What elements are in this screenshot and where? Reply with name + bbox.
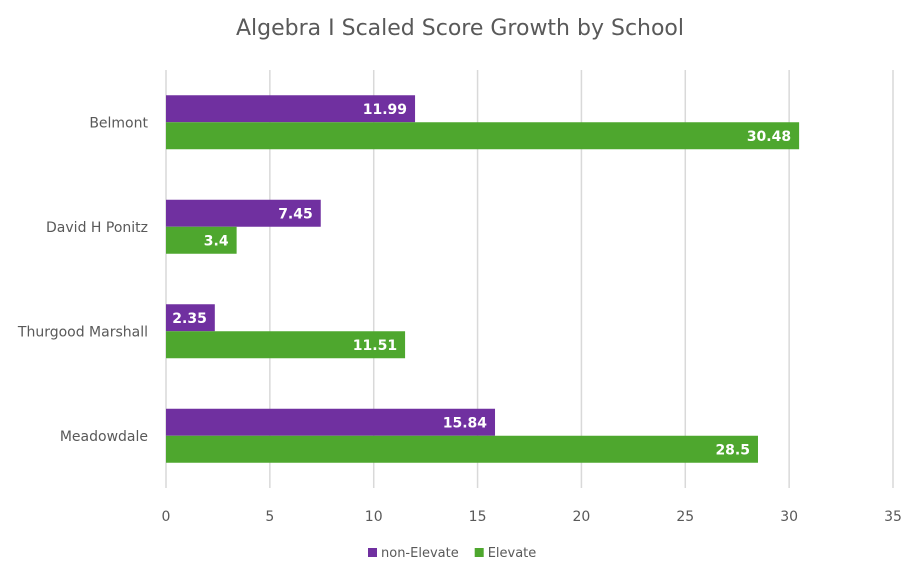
data-label: 7.45	[278, 206, 313, 222]
category-label: Thurgood Marshall	[17, 324, 148, 340]
data-label: 11.51	[353, 338, 397, 354]
x-tick-label: 5	[265, 509, 274, 525]
category-label: Meadowdale	[60, 429, 148, 445]
legend-label: Elevate	[488, 546, 537, 561]
data-label: 2.35	[172, 311, 207, 327]
bar-elevate	[166, 226, 237, 254]
x-tick-label: 15	[469, 509, 487, 525]
bar-elevate	[166, 331, 406, 359]
x-tick-label: 30	[780, 509, 798, 525]
data-label: 28.5	[715, 442, 750, 458]
data-label: 15.84	[443, 415, 488, 431]
bar-non-elevate	[166, 95, 416, 123]
legend-label: non-Elevate	[381, 546, 459, 561]
category-label: David H Ponitz	[46, 220, 148, 236]
data-label: 11.99	[363, 102, 407, 118]
category-label: Belmont	[89, 115, 148, 131]
bar-non-elevate	[166, 304, 215, 332]
x-tick-label: 0	[162, 509, 171, 525]
x-tick-label: 20	[573, 509, 591, 525]
data-label: 30.48	[747, 129, 791, 145]
x-tick-label: 10	[365, 509, 383, 525]
chart-title: Algebra I Scaled Score Growth by School	[236, 16, 684, 41]
x-tick-label: 25	[676, 509, 694, 525]
x-tick-label: 35	[884, 509, 902, 525]
bar-elevate	[166, 122, 800, 150]
legend-swatch	[474, 548, 484, 557]
bar-non-elevate	[166, 199, 321, 227]
legend-swatch	[368, 548, 377, 557]
data-label: 3.4	[204, 233, 229, 249]
bar-elevate	[166, 435, 758, 463]
bar-non-elevate	[166, 408, 496, 436]
